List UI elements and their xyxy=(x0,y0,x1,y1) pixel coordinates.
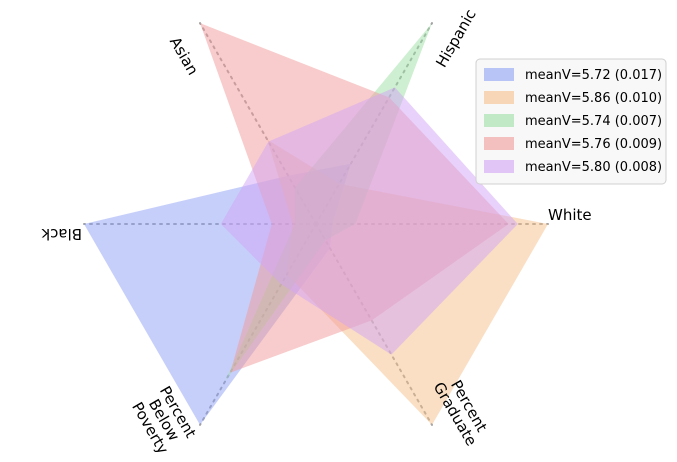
legend-swatch-1 xyxy=(484,91,514,104)
legend: meanV=5.72 (0.017) meanV=5.86 (0.010) mean… xyxy=(475,58,667,185)
axis-label-2: Asian xyxy=(166,34,202,78)
series-polygon-4 xyxy=(220,87,518,355)
legend-entry-0: meanV=5.72 (0.017) xyxy=(525,68,662,83)
axis-label-0-line-0: White xyxy=(548,206,592,224)
axis-label-1-line-0: Hispanic xyxy=(432,6,480,70)
axis-label-1: Hispanic xyxy=(432,6,480,70)
axis-label-3: Black xyxy=(41,225,82,243)
series-polygons xyxy=(84,23,548,425)
legend-box xyxy=(475,58,667,185)
legend-entry-4: meanV=5.80 (0.008) xyxy=(525,160,662,175)
legend-swatch-4 xyxy=(484,160,514,173)
axis-label-3-line-0: Black xyxy=(41,225,82,243)
legend-swatch-2 xyxy=(484,114,514,127)
axis-label-0: White xyxy=(548,206,592,224)
legend-entry-1: meanV=5.86 (0.010) xyxy=(525,91,662,106)
legend-swatch-3 xyxy=(484,137,514,150)
legend-entry-3: meanV=5.76 (0.009) xyxy=(525,137,662,152)
legend-swatch-0 xyxy=(484,68,514,81)
axis-label-2-line-0: Asian xyxy=(166,34,202,78)
legend-entry-2: meanV=5.74 (0.007) xyxy=(525,114,662,129)
